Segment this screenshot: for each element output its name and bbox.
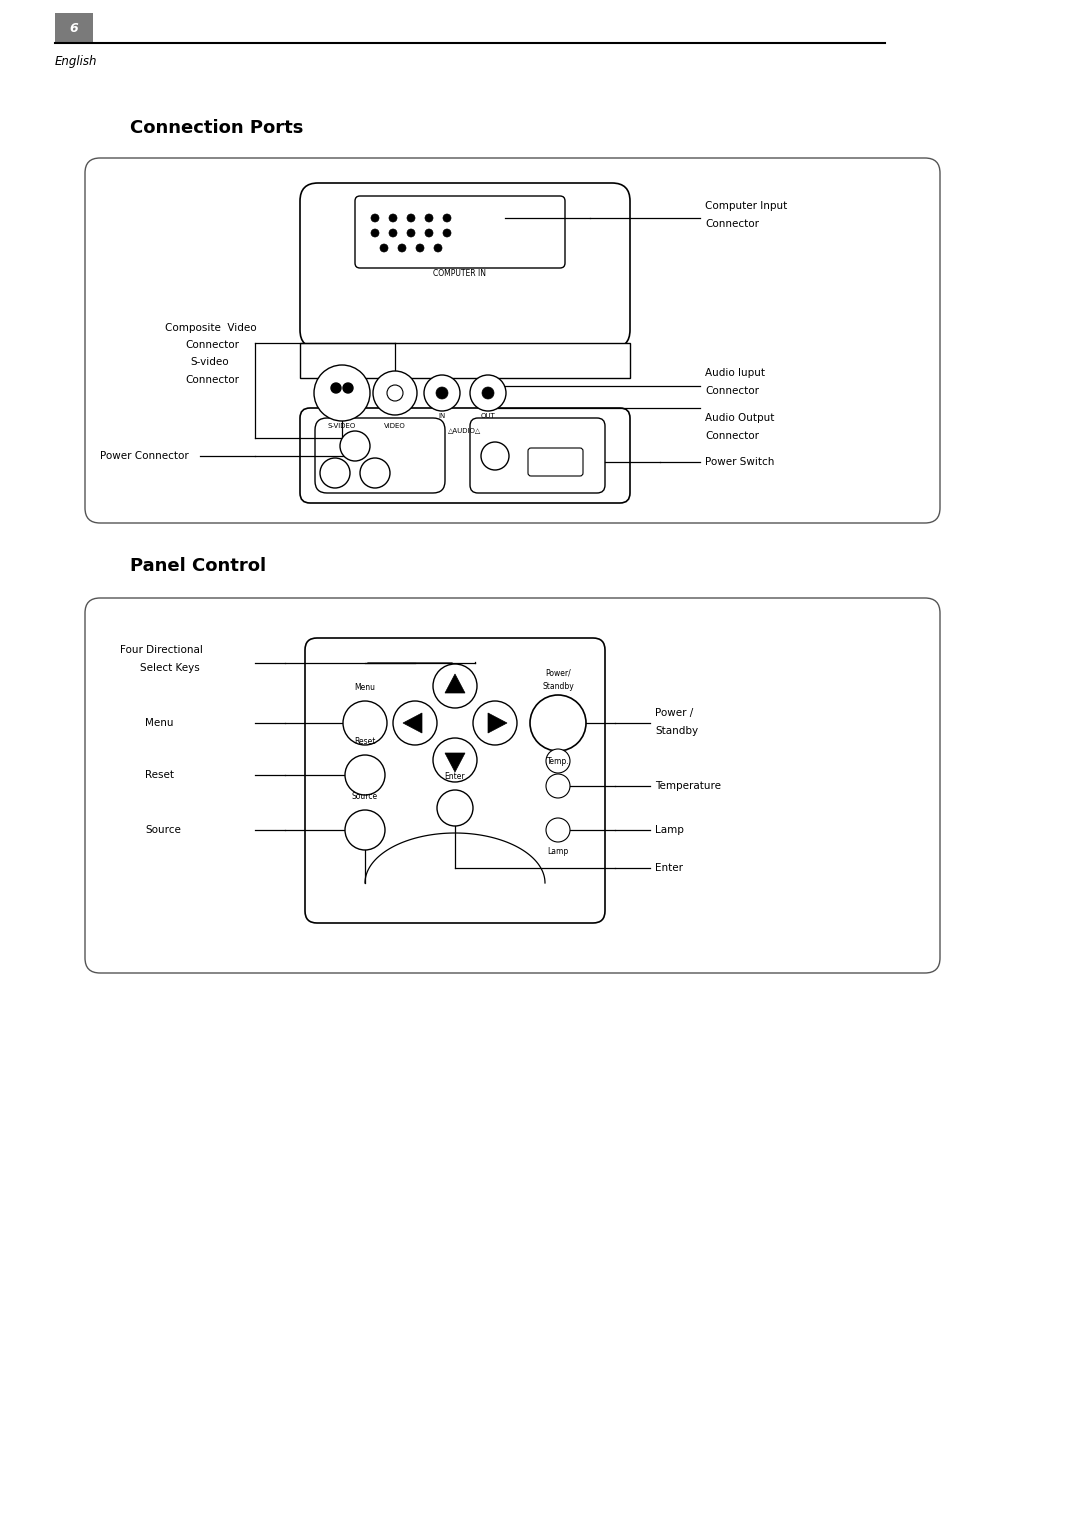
Text: Enter: Enter xyxy=(654,863,683,872)
Text: S-VIDEO: S-VIDEO xyxy=(328,423,356,429)
Circle shape xyxy=(393,701,437,746)
Text: Temp.: Temp. xyxy=(546,756,569,766)
Circle shape xyxy=(340,431,370,461)
Circle shape xyxy=(546,749,570,773)
Text: Source: Source xyxy=(352,792,378,801)
Circle shape xyxy=(380,244,388,252)
Circle shape xyxy=(426,214,433,222)
FancyBboxPatch shape xyxy=(85,597,940,973)
Circle shape xyxy=(345,810,384,850)
FancyBboxPatch shape xyxy=(305,639,605,923)
Text: Menu: Menu xyxy=(354,683,376,692)
Circle shape xyxy=(407,214,415,222)
Text: Source: Source xyxy=(145,825,180,834)
Text: IN: IN xyxy=(438,413,446,419)
Text: Connector: Connector xyxy=(705,387,759,396)
Text: English: English xyxy=(55,55,97,67)
Polygon shape xyxy=(445,674,465,694)
Circle shape xyxy=(546,817,570,842)
Text: Four Directional: Four Directional xyxy=(120,645,203,656)
Text: Connector: Connector xyxy=(185,374,239,385)
Text: VIDEO: VIDEO xyxy=(384,423,406,429)
Text: Menu: Menu xyxy=(145,718,174,727)
Polygon shape xyxy=(445,753,465,772)
Circle shape xyxy=(426,229,433,237)
Text: Lamp: Lamp xyxy=(548,848,569,857)
Text: COMPUTER IN: COMPUTER IN xyxy=(433,269,486,278)
Circle shape xyxy=(387,385,403,400)
Text: Panel Control: Panel Control xyxy=(130,558,266,575)
Text: Standby: Standby xyxy=(542,681,573,691)
Text: Power/: Power/ xyxy=(545,669,571,677)
Circle shape xyxy=(433,738,477,782)
Text: Select Keys: Select Keys xyxy=(140,663,200,672)
Circle shape xyxy=(360,458,390,487)
Circle shape xyxy=(399,244,406,252)
Circle shape xyxy=(470,374,507,411)
Circle shape xyxy=(372,214,379,222)
Text: Connector: Connector xyxy=(705,219,759,229)
Text: Power Connector: Power Connector xyxy=(100,451,189,461)
FancyBboxPatch shape xyxy=(355,196,565,267)
Circle shape xyxy=(434,244,442,252)
Text: △AUDIO△: △AUDIO△ xyxy=(448,426,482,432)
Circle shape xyxy=(373,371,417,416)
Text: Audio Output: Audio Output xyxy=(705,413,774,423)
Circle shape xyxy=(473,701,517,746)
Circle shape xyxy=(437,790,473,827)
Text: Connector: Connector xyxy=(705,431,759,442)
Circle shape xyxy=(314,365,370,422)
Text: Power Switch: Power Switch xyxy=(705,457,774,468)
Circle shape xyxy=(407,229,415,237)
Text: S-video: S-video xyxy=(190,358,229,367)
Text: Enter: Enter xyxy=(445,772,465,781)
FancyBboxPatch shape xyxy=(315,419,445,494)
FancyBboxPatch shape xyxy=(300,183,630,348)
Circle shape xyxy=(443,214,451,222)
Circle shape xyxy=(546,775,570,798)
FancyBboxPatch shape xyxy=(85,157,940,523)
Polygon shape xyxy=(488,714,507,733)
Circle shape xyxy=(330,384,341,393)
Text: 6: 6 xyxy=(69,21,79,35)
FancyBboxPatch shape xyxy=(300,408,630,503)
Circle shape xyxy=(424,374,460,411)
Bar xyxy=(55,14,93,43)
Circle shape xyxy=(436,387,448,399)
Circle shape xyxy=(372,229,379,237)
Bar xyxy=(330,385,354,400)
Circle shape xyxy=(345,755,384,795)
FancyBboxPatch shape xyxy=(528,448,583,477)
Circle shape xyxy=(320,458,350,487)
Circle shape xyxy=(482,387,494,399)
Circle shape xyxy=(443,229,451,237)
Polygon shape xyxy=(403,714,422,733)
Text: Temperature: Temperature xyxy=(654,781,721,792)
Text: Power /: Power / xyxy=(654,707,693,718)
Text: OUT: OUT xyxy=(481,413,496,419)
FancyBboxPatch shape xyxy=(470,419,605,494)
Text: Connector: Connector xyxy=(185,341,239,350)
Text: Computer Input: Computer Input xyxy=(705,202,787,211)
Circle shape xyxy=(481,442,509,471)
Circle shape xyxy=(389,214,397,222)
Text: Reset: Reset xyxy=(145,770,174,779)
Text: Audio Iuput: Audio Iuput xyxy=(705,368,765,377)
Circle shape xyxy=(433,665,477,707)
Bar xyxy=(300,342,630,377)
Text: Composite  Video: Composite Video xyxy=(165,322,257,333)
Circle shape xyxy=(343,384,353,393)
Circle shape xyxy=(530,695,586,750)
Circle shape xyxy=(416,244,424,252)
Text: Standby: Standby xyxy=(654,726,698,736)
Circle shape xyxy=(389,229,397,237)
Text: Connection Ports: Connection Ports xyxy=(130,119,303,138)
Bar xyxy=(355,714,375,733)
Text: Reset: Reset xyxy=(354,736,376,746)
Text: Lamp: Lamp xyxy=(654,825,684,834)
Circle shape xyxy=(343,701,387,746)
